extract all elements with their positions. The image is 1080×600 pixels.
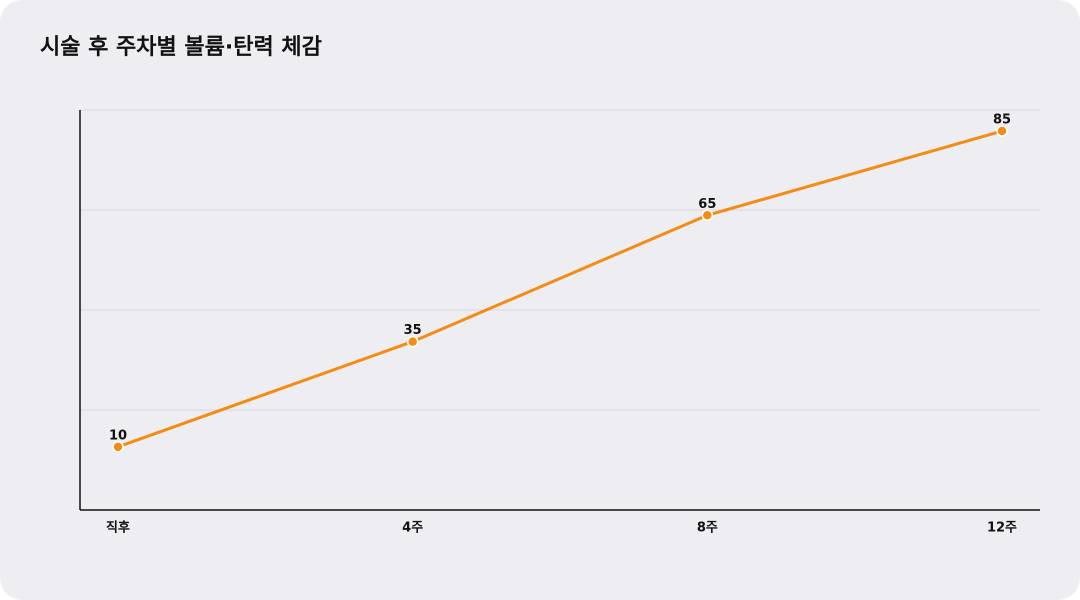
x-tick-label: 8주 (697, 521, 718, 536)
chart-title: 시술 후 주차별 볼륨·탄력 체감 (40, 35, 322, 60)
data-label: 10 (109, 428, 127, 443)
data-label: 35 (404, 323, 422, 338)
point (406, 335, 419, 348)
x-tick-label: 4주 (402, 521, 423, 536)
data-label: 85 (993, 113, 1011, 128)
point (701, 209, 714, 222)
line (117, 129, 1003, 449)
point (112, 441, 124, 453)
data-label: 65 (698, 197, 716, 212)
point (996, 125, 1008, 137)
x-tick-label: 직후 (106, 520, 130, 536)
x-tick-label: 12주 (987, 521, 1017, 536)
